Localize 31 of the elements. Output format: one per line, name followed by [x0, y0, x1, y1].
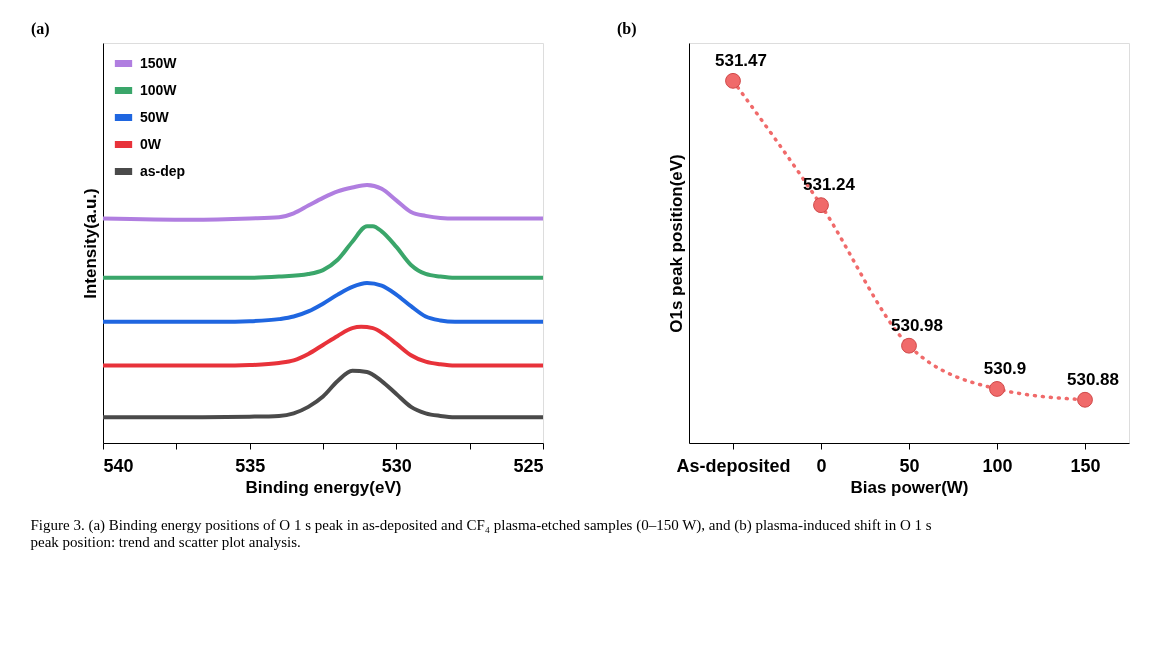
x-axis-title: Binding energy(eV) — [245, 477, 402, 497]
x-tick-label: 50 — [899, 455, 920, 476]
x-axis-title: Bias power(W) — [850, 477, 969, 497]
x-tick-label: 535 — [235, 455, 266, 476]
y-axis-title: Intensity(a.u.) — [80, 188, 100, 299]
caption: Figure 3. (a) Binding energy positions of O 1 s peak in as-deposited and CF₄ plasma-etched samples (0–150 W), and (b) plasma-induced shift in O 1 s peak position: trend and scatter plot analysis. — [30, 516, 932, 550]
point — [1077, 391, 1093, 408]
x-tick-label: 540 — [103, 455, 134, 476]
legend-label: 150W — [140, 54, 178, 71]
point — [989, 381, 1005, 397]
x-tick-label: 530 — [381, 455, 412, 476]
point — [813, 197, 829, 214]
legend-label: 50W — [140, 108, 170, 125]
y-axis-title: O1s peak position(eV) — [666, 154, 686, 333]
x-tick-label: As-deposited — [676, 455, 791, 476]
data-label: 531.47 — [715, 50, 767, 70]
data-label: 530.9 — [983, 358, 1027, 378]
x-tick-label: 525 — [513, 455, 544, 476]
point — [725, 72, 741, 89]
data-label: 530.98 — [891, 315, 943, 335]
x-tick-label: 100 — [982, 455, 1013, 476]
x-tick-label: 150 — [1070, 455, 1101, 476]
legend-label: 100W — [140, 81, 178, 98]
point — [901, 337, 917, 354]
data-label: 530.88 — [1067, 369, 1119, 389]
x-tick-label: 0 — [816, 455, 827, 476]
chart-title: (b) — [617, 20, 637, 38]
legend-label: as-dep — [140, 162, 186, 179]
data-label: 531.24 — [803, 175, 856, 195]
chart-title: (a) — [31, 20, 50, 38]
legend-label: 0W — [140, 135, 162, 152]
